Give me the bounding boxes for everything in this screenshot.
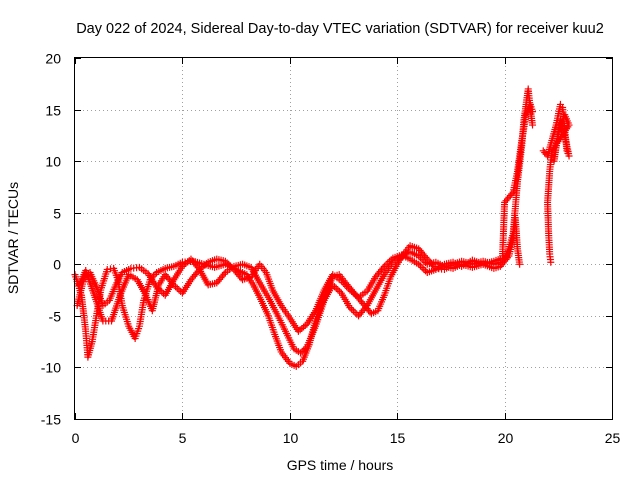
data-point <box>329 281 337 289</box>
series-track-d <box>539 100 573 266</box>
data-point <box>298 347 306 355</box>
data-point <box>348 305 356 313</box>
x-tick-label: 5 <box>179 430 187 446</box>
data-point <box>194 267 202 275</box>
data-point <box>379 264 387 272</box>
y-tick-label: 15 <box>45 103 61 119</box>
data-points <box>71 85 573 370</box>
x-tick-label: 20 <box>498 430 514 446</box>
data-point <box>384 259 392 267</box>
data-point <box>202 260 210 268</box>
data-point <box>416 262 424 270</box>
data-point <box>416 254 424 262</box>
y-tick-label: -5 <box>49 309 62 325</box>
chart-title: Day 022 of 2024, Sidereal Day-to-day VTE… <box>76 21 604 37</box>
y-tick-label: 20 <box>45 51 61 67</box>
data-point <box>220 270 228 278</box>
data-point <box>415 260 423 268</box>
data-point <box>422 259 430 267</box>
data-point <box>221 257 229 265</box>
tick-labels: 0 5 10 15 20 25 -15 -10 -5 0 5 10 15 20 <box>41 51 621 447</box>
data-point <box>420 265 428 273</box>
data-point <box>418 264 426 272</box>
data-point <box>351 309 359 317</box>
data-point <box>301 344 309 352</box>
data-point <box>170 281 178 289</box>
data-point <box>385 257 393 265</box>
data-point <box>387 256 395 264</box>
data-point <box>418 255 426 263</box>
plot-frame <box>74 57 613 420</box>
data-point <box>529 121 537 129</box>
x-tick-label: 0 <box>72 430 80 446</box>
data-point <box>301 322 309 330</box>
data-point <box>382 261 390 269</box>
data-point <box>334 286 342 294</box>
data-point <box>172 283 180 291</box>
data-point <box>223 259 231 267</box>
data-point <box>349 307 357 315</box>
data-point <box>516 260 524 268</box>
y-tick-label: 5 <box>53 206 61 222</box>
y-tick-label: -10 <box>41 360 61 376</box>
y-tick-label: -15 <box>41 412 61 428</box>
data-point <box>529 108 537 116</box>
data-point <box>332 284 340 292</box>
data-point <box>415 252 423 260</box>
data-point <box>297 349 305 357</box>
data-point <box>547 258 555 266</box>
y-tick-label: 10 <box>45 154 61 170</box>
series-track-c <box>75 100 537 335</box>
x-axis-label: GPS time / hours <box>287 457 394 473</box>
data-point <box>300 346 308 354</box>
x-tick-label: 10 <box>283 430 299 446</box>
data-point <box>330 283 338 291</box>
data-point <box>227 262 235 270</box>
y-axis-label: SDTVAR / TECUs <box>5 182 21 294</box>
data-point <box>420 257 428 265</box>
data-point <box>508 190 516 198</box>
data-point <box>168 279 176 287</box>
y-tick-label: 0 <box>53 257 61 273</box>
data-point <box>422 267 430 275</box>
x-tick-label: 15 <box>390 430 406 446</box>
data-point <box>225 260 233 268</box>
data-point <box>362 303 370 311</box>
data-point <box>380 262 388 270</box>
data-point <box>173 284 181 292</box>
data-point <box>175 286 183 294</box>
data-point <box>336 288 344 296</box>
data-point <box>346 304 354 312</box>
x-tick-label: 25 <box>605 430 621 446</box>
data-point <box>228 264 236 272</box>
grid <box>75 58 612 419</box>
